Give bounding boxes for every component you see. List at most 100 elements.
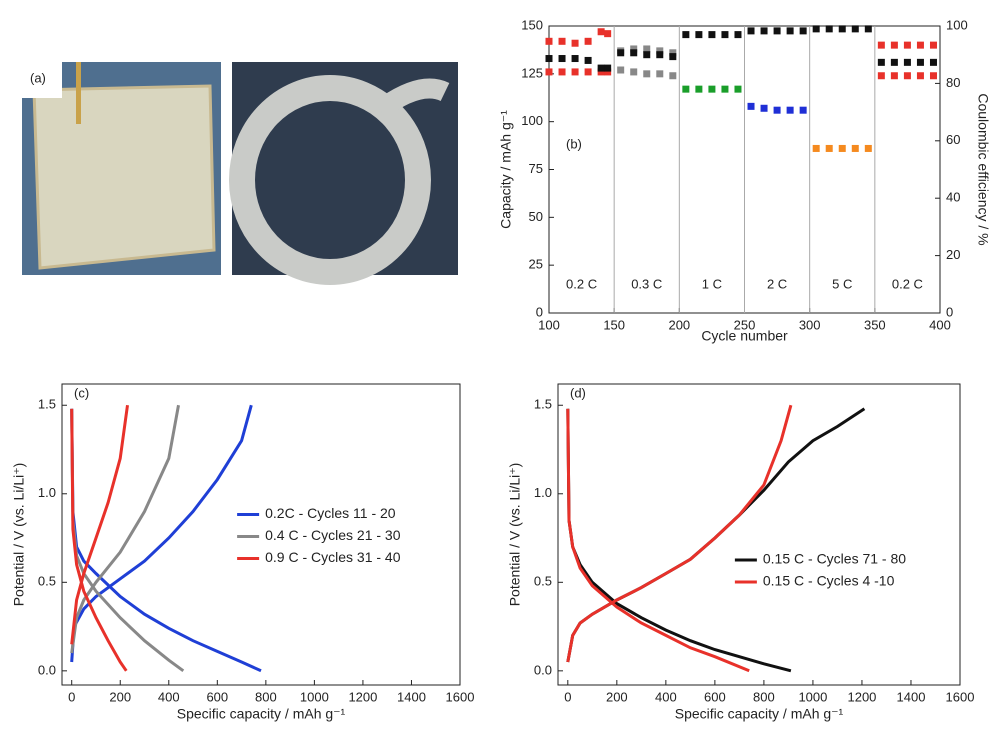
data-point — [903, 41, 911, 49]
data-point — [708, 31, 716, 39]
data-point — [734, 85, 742, 93]
x-tick-label: 250 — [734, 317, 756, 332]
data-point — [604, 30, 612, 38]
curve — [70, 404, 185, 673]
y-tick-label: 150 — [521, 17, 543, 32]
data-point — [864, 25, 872, 33]
y-tick-label: 50 — [529, 209, 543, 224]
data-point — [604, 64, 612, 72]
data-point — [584, 56, 592, 64]
label-box — [22, 62, 62, 98]
data-point — [721, 31, 729, 39]
data-point — [604, 68, 612, 76]
data-point — [929, 58, 937, 66]
data-point — [708, 85, 716, 93]
x-tick-label: 1400 — [897, 689, 926, 704]
y-tick-label: 1.0 — [38, 485, 56, 500]
y-axis-label: Capacity / mAh g⁻¹ — [498, 110, 514, 229]
y2-axis-label: Coulombic efficiency / % — [975, 93, 991, 245]
y-tick-label: 0.0 — [534, 662, 552, 677]
x-tick-label: 200 — [668, 317, 690, 332]
data-point — [695, 85, 703, 93]
data-point — [890, 58, 898, 66]
data-point — [656, 70, 664, 78]
electrode-tab — [76, 62, 81, 124]
y-tick-label: 125 — [521, 65, 543, 80]
y-tick-label: 1.0 — [534, 485, 552, 500]
data-point — [545, 68, 553, 76]
data-point — [597, 64, 605, 72]
data-point — [643, 70, 651, 78]
panel-label: (c) — [74, 385, 89, 400]
panel-label: (a) — [30, 70, 46, 85]
data-point — [656, 47, 664, 55]
data-point — [558, 68, 566, 76]
x-tick-label: 350 — [864, 317, 886, 332]
panel-label: (b) — [566, 136, 582, 151]
data-point — [877, 58, 885, 66]
data-point — [812, 144, 820, 152]
data-point — [877, 41, 885, 49]
data-point — [617, 49, 625, 57]
data-point — [903, 72, 911, 80]
y2-tick-label: 60 — [946, 132, 960, 147]
data-point — [656, 51, 664, 59]
data-point — [682, 85, 690, 93]
y2-tick-label: 80 — [946, 75, 960, 90]
data-point — [584, 37, 592, 45]
data-point — [571, 55, 579, 63]
x-tick-label: 800 — [255, 689, 277, 704]
rate-label: 2 C — [767, 276, 787, 291]
data-point — [890, 72, 898, 80]
curve — [70, 404, 262, 673]
x-tick-label: 1600 — [446, 689, 475, 704]
x-axis-label: Cycle number — [701, 328, 788, 344]
x-tick-label: 0 — [68, 689, 75, 704]
photo-rolled-film — [229, 62, 458, 285]
data-point — [721, 85, 729, 93]
data-point — [838, 25, 846, 33]
data-point — [812, 25, 820, 33]
data-point — [669, 72, 677, 80]
data-point — [734, 31, 742, 39]
legend-label: 0.15 C - Cycles 4 -10 — [763, 573, 895, 589]
y-tick-label: 0.0 — [38, 662, 56, 677]
x-tick-label: 200 — [606, 689, 628, 704]
data-point — [669, 53, 677, 61]
data-point — [669, 49, 677, 57]
data-point — [864, 144, 872, 152]
data-point — [903, 58, 911, 66]
data-point — [558, 37, 566, 45]
data-point — [597, 28, 605, 36]
rate-label: 0.2 C — [566, 276, 597, 291]
plot-frame — [557, 383, 961, 686]
rate-label: 0.3 C — [631, 276, 662, 291]
data-point — [851, 144, 859, 152]
x-tick-label: 600 — [206, 689, 228, 704]
data-point — [786, 27, 794, 35]
data-point — [630, 49, 638, 57]
data-point — [916, 72, 924, 80]
y2-tick-label: 40 — [946, 190, 960, 205]
data-point — [571, 39, 579, 47]
rate-label: 0.2 C — [892, 276, 923, 291]
x-tick-label: 400 — [158, 689, 180, 704]
x-tick-label: 100 — [538, 317, 560, 332]
data-point — [682, 31, 690, 39]
x-tick-label: 1600 — [946, 689, 975, 704]
y2-tick-label: 0 — [946, 304, 953, 319]
curve — [566, 404, 793, 673]
data-point — [558, 55, 566, 63]
data-point — [597, 68, 605, 76]
legend-label: 0.15 C - Cycles 71 - 80 — [763, 551, 906, 567]
film — [32, 84, 216, 270]
x-tick-label: 150 — [603, 317, 625, 332]
x-tick-label: 1200 — [847, 689, 876, 704]
data-point — [571, 68, 579, 76]
rate-label: 5 C — [832, 276, 852, 291]
rate-label: 1 C — [702, 276, 722, 291]
y-tick-label: 0.5 — [534, 574, 552, 589]
data-point — [773, 106, 781, 114]
data-point — [929, 41, 937, 49]
